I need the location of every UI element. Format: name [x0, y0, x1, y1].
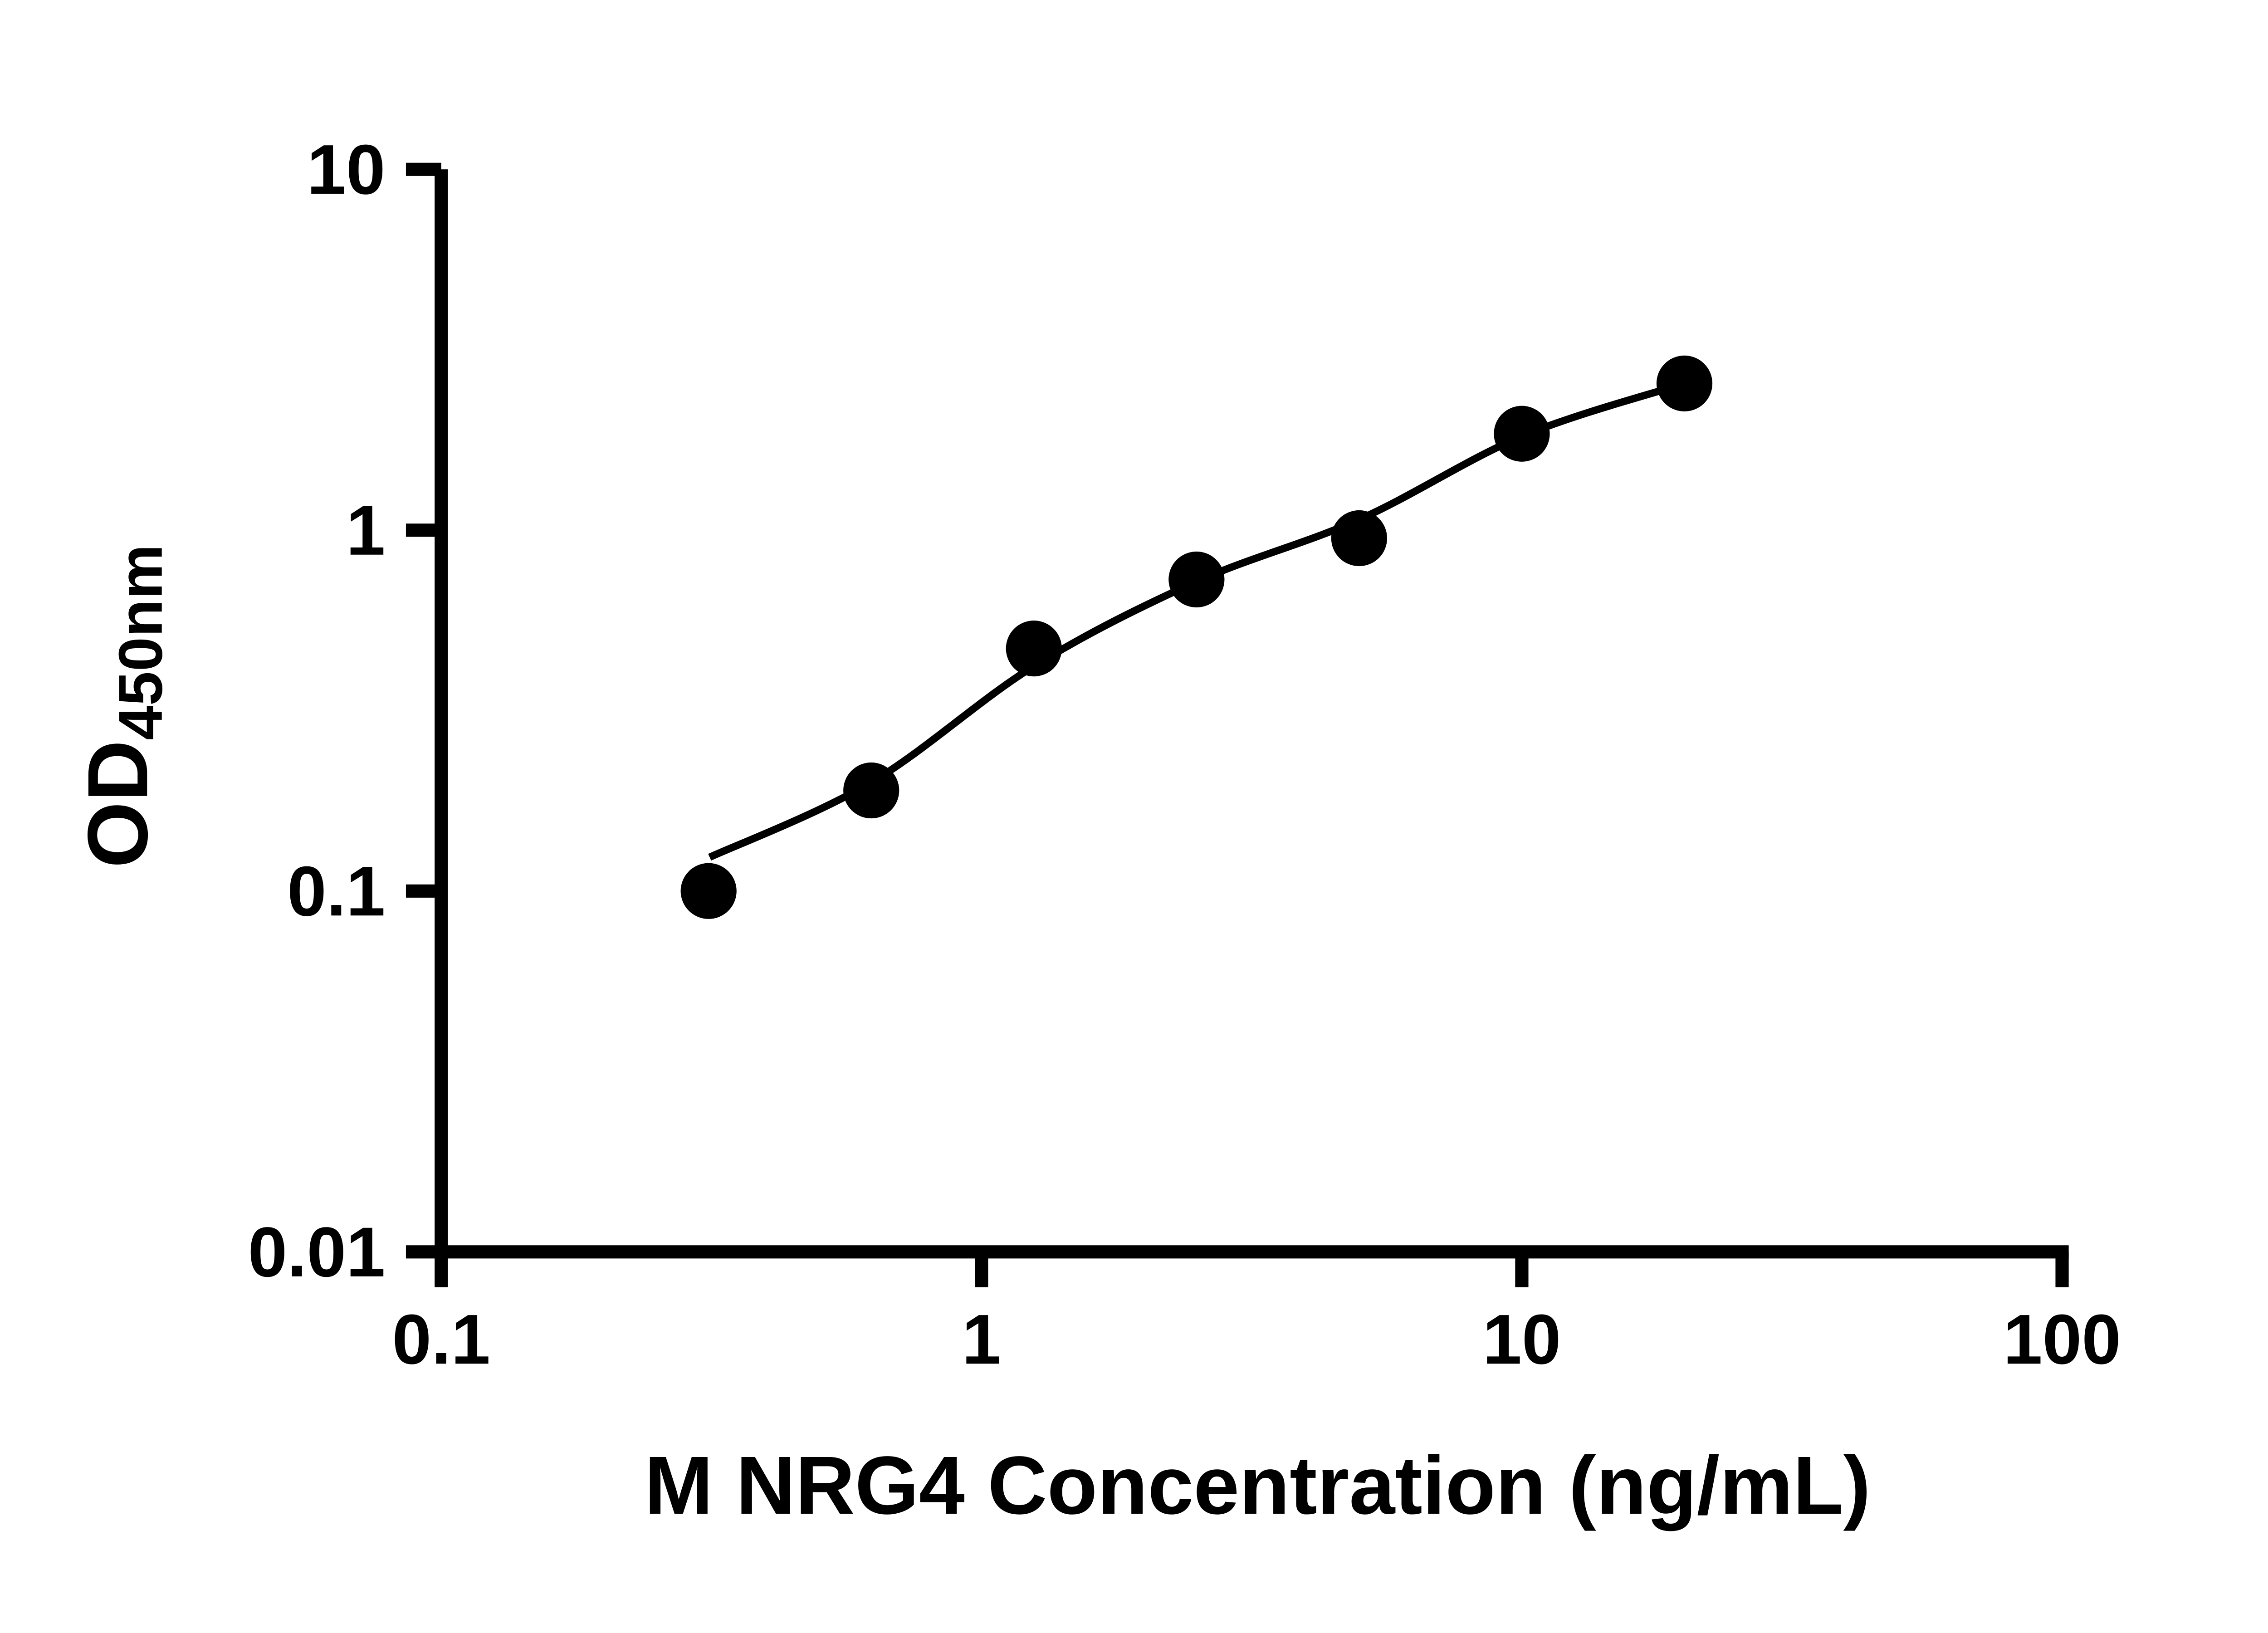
y-axis-title-subscript: 450nm: [106, 544, 175, 740]
x-axis-title: M NRG4 Concentration (ng/mL): [645, 1440, 1871, 1531]
data-point: [1168, 551, 1225, 608]
x-tick-label: 100: [2003, 1300, 2121, 1379]
y-tick-label: 1: [346, 491, 386, 570]
data-point: [1494, 406, 1550, 462]
y-tick-label: 10: [307, 130, 385, 209]
x-tick-label: 1: [962, 1300, 1002, 1379]
data-point: [1656, 355, 1713, 411]
x-tick-label: 0.1: [392, 1300, 490, 1379]
y-tick-label: 0.1: [287, 851, 385, 930]
y-tick-label: 0.01: [248, 1213, 386, 1291]
data-point: [680, 863, 737, 919]
data-point: [1006, 621, 1062, 677]
y-axis-title: OD450nm: [70, 544, 175, 868]
data-point: [1331, 510, 1388, 567]
data-point: [843, 762, 899, 819]
x-tick-label: 10: [1482, 1300, 1561, 1379]
y-axis-title-main: OD: [70, 740, 165, 868]
